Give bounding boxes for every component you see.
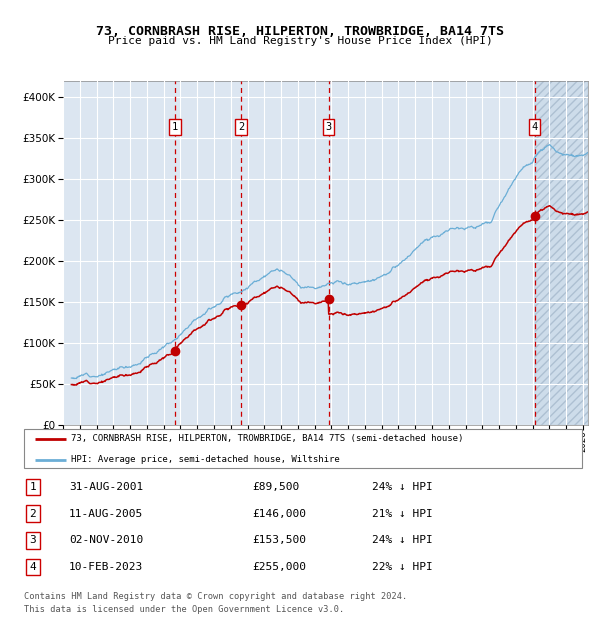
Text: 73, CORNBRASH RISE, HILPERTON, TROWBRIDGE, BA14 7TS: 73, CORNBRASH RISE, HILPERTON, TROWBRIDG… (96, 25, 504, 38)
Text: Price paid vs. HM Land Registry's House Price Index (HPI): Price paid vs. HM Land Registry's House … (107, 36, 493, 46)
Text: 4: 4 (29, 562, 37, 572)
Text: 2: 2 (29, 508, 37, 519)
Text: 24% ↓ HPI: 24% ↓ HPI (372, 535, 433, 546)
Text: Contains HM Land Registry data © Crown copyright and database right 2024.: Contains HM Land Registry data © Crown c… (24, 592, 407, 601)
Text: 31-AUG-2001: 31-AUG-2001 (69, 482, 143, 492)
Text: 1: 1 (172, 122, 178, 132)
Text: £153,500: £153,500 (252, 535, 306, 546)
Text: 3: 3 (29, 535, 37, 546)
Text: HPI: Average price, semi-detached house, Wiltshire: HPI: Average price, semi-detached house,… (71, 455, 340, 464)
Text: 22% ↓ HPI: 22% ↓ HPI (372, 562, 433, 572)
Text: 73, CORNBRASH RISE, HILPERTON, TROWBRIDGE, BA14 7TS (semi-detached house): 73, CORNBRASH RISE, HILPERTON, TROWBRIDG… (71, 434, 464, 443)
Text: 02-NOV-2010: 02-NOV-2010 (69, 535, 143, 546)
Text: £89,500: £89,500 (252, 482, 299, 492)
Text: 4: 4 (532, 122, 538, 132)
Text: This data is licensed under the Open Government Licence v3.0.: This data is licensed under the Open Gov… (24, 604, 344, 614)
Text: £255,000: £255,000 (252, 562, 306, 572)
Text: £146,000: £146,000 (252, 508, 306, 519)
Text: 11-AUG-2005: 11-AUG-2005 (69, 508, 143, 519)
FancyBboxPatch shape (24, 429, 582, 468)
Bar (535, 81, 588, 425)
Text: 21% ↓ HPI: 21% ↓ HPI (372, 508, 433, 519)
Text: 10-FEB-2023: 10-FEB-2023 (69, 562, 143, 572)
Text: 24% ↓ HPI: 24% ↓ HPI (372, 482, 433, 492)
Text: 2: 2 (238, 122, 244, 132)
Text: 3: 3 (325, 122, 332, 132)
Text: 1: 1 (29, 482, 37, 492)
